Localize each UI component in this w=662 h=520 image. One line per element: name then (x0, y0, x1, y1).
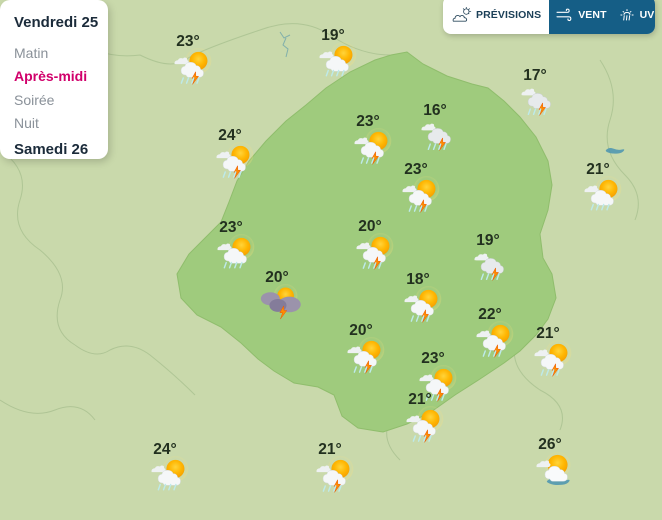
svg-text:23°: 23° (421, 350, 444, 367)
svg-text:21°: 21° (536, 325, 559, 342)
svg-text:26°: 26° (538, 436, 561, 453)
svg-text:23°: 23° (219, 219, 242, 236)
svg-text:16°: 16° (423, 102, 446, 119)
svg-text:17°: 17° (523, 67, 546, 84)
svg-text:24°: 24° (153, 441, 176, 458)
svg-text:20°: 20° (349, 322, 372, 339)
svg-text:22°: 22° (478, 306, 501, 323)
svg-text:23°: 23° (404, 161, 427, 178)
svg-text:20°: 20° (265, 269, 288, 286)
svg-text:21°: 21° (408, 391, 431, 408)
svg-text:23°: 23° (176, 33, 199, 50)
svg-text:18°: 18° (406, 271, 429, 288)
svg-text:20°: 20° (358, 218, 381, 235)
svg-text:19°: 19° (476, 232, 499, 249)
svg-text:21°: 21° (586, 161, 609, 178)
svg-text:19°: 19° (321, 27, 344, 44)
svg-text:24°: 24° (218, 127, 241, 144)
svg-text:23°: 23° (356, 113, 379, 130)
svg-text:21°: 21° (318, 441, 341, 458)
